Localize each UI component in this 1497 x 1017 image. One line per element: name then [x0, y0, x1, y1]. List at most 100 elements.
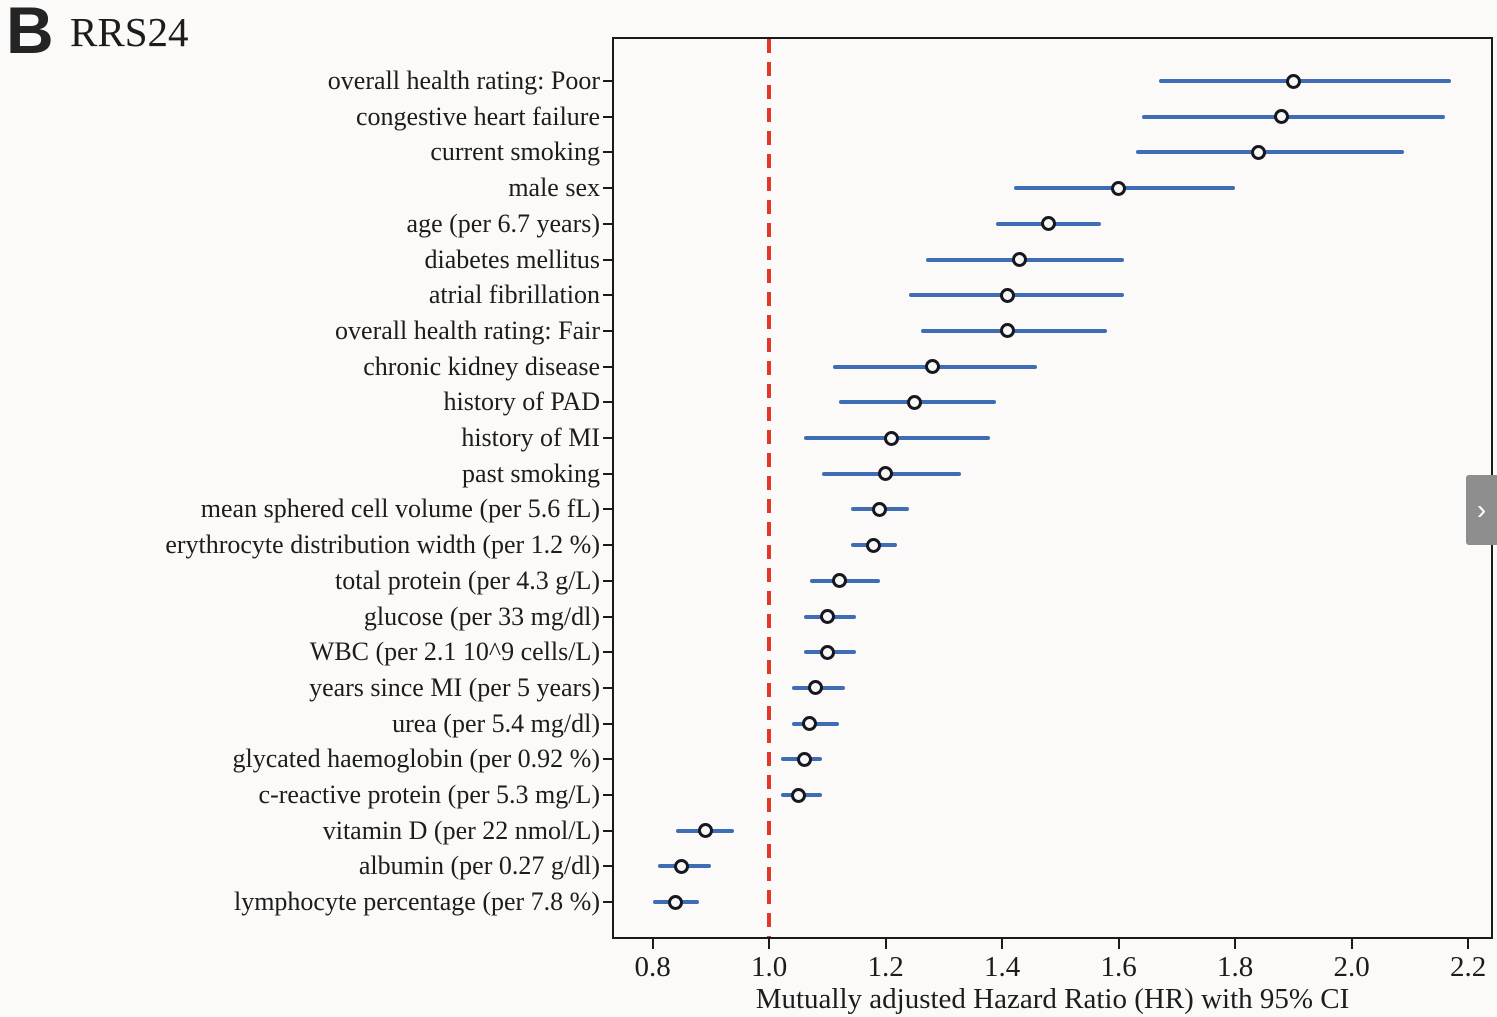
y-axis-tick — [603, 80, 612, 82]
x-axis-title: Mutually adjusted Hazard Ratio (HR) with… — [755, 983, 1350, 1015]
x-tick-label: 1.8 — [1216, 951, 1254, 983]
row-label: male sex — [508, 173, 600, 203]
y-axis-tick — [603, 401, 612, 404]
y-axis-tick — [603, 829, 612, 832]
y-axis-tick — [603, 222, 612, 225]
y-axis-tick — [603, 544, 612, 547]
y-axis-tick — [603, 901, 612, 904]
hazard-ratio-marker — [1041, 216, 1057, 232]
x-tick-label: 0.8 — [634, 951, 671, 983]
y-axis-tick — [603, 579, 612, 582]
hazard-ratio-marker — [1000, 287, 1016, 303]
confidence-interval-line — [908, 293, 1125, 298]
y-axis-tick — [603, 615, 612, 618]
y-axis-tick — [603, 187, 612, 190]
x-tick-label: 1.4 — [983, 951, 1021, 983]
hazard-ratio-marker — [831, 573, 847, 589]
hazard-ratio-marker — [866, 537, 882, 553]
row-label: glucose (per 33 mg/dl) — [363, 601, 600, 631]
hazard-ratio-marker — [907, 394, 923, 410]
panel-title: RRS24 — [70, 9, 189, 55]
row-label: WBC (per 2.1 10^9 cells/L) — [309, 637, 600, 667]
hazard-ratio-marker — [878, 466, 894, 482]
confidence-interval-line — [1159, 79, 1451, 83]
hazard-ratio-marker — [1111, 180, 1127, 196]
panel-letter: B — [6, 0, 54, 67]
row-label: current smoking — [430, 137, 600, 167]
hazard-ratio-marker — [790, 787, 806, 803]
y-axis-tick — [603, 508, 612, 511]
y-axis-tick — [603, 151, 612, 154]
hazard-ratio-marker — [1274, 109, 1290, 125]
x-tick-label: 1.0 — [750, 951, 788, 983]
row-label: atrial fibrillation — [428, 280, 600, 310]
row-label: history of PAD — [443, 387, 600, 417]
x-tick-label: 2.0 — [1333, 951, 1370, 983]
x-axis-tick — [1350, 939, 1353, 949]
row-label: lymphocyte percentage (per 7.8 %) — [233, 887, 600, 917]
row-label: overall health rating: Fair — [335, 315, 600, 345]
y-axis-tick — [603, 722, 612, 725]
hazard-ratio-marker — [1250, 144, 1266, 160]
hazard-ratio-marker — [668, 894, 684, 910]
hazard-ratio-marker — [802, 716, 818, 732]
hazard-ratio-marker — [872, 501, 888, 517]
hazard-ratio-marker — [808, 680, 824, 696]
hazard-ratio-marker — [924, 359, 940, 375]
hazard-ratio-marker — [796, 751, 812, 767]
row-label: past smoking — [462, 458, 600, 488]
hazard-ratio-marker — [883, 430, 899, 446]
hazard-ratio-marker — [674, 858, 690, 874]
hazard-ratio-marker — [1285, 73, 1301, 89]
row-label: overall health rating: Poor — [327, 66, 600, 95]
row-label: c-reactive protein (per 5.3 mg/L) — [258, 780, 600, 809]
x-tick-label: 1.6 — [1100, 951, 1137, 983]
reference-line — [767, 39, 772, 937]
hazard-ratio-marker — [1012, 252, 1028, 267]
y-axis-tick — [603, 686, 612, 689]
row-label: congestive heart failure — [356, 101, 600, 131]
row-label: vitamin D (per 22 nmol/L) — [322, 815, 600, 845]
hazard-ratio-marker — [819, 644, 835, 660]
x-axis-tick — [1117, 939, 1120, 949]
row-label: diabetes mellitus — [424, 244, 600, 274]
plot-area — [612, 37, 1493, 939]
confidence-interval-line — [1141, 114, 1445, 119]
x-axis-tick — [884, 939, 887, 949]
x-axis-tick — [651, 939, 654, 949]
y-axis-tick — [603, 294, 612, 297]
x-tick-label: 2.2 — [1449, 951, 1487, 983]
y-axis-tick — [603, 437, 612, 439]
y-axis-tick — [603, 115, 612, 118]
hazard-ratio-marker — [819, 609, 835, 624]
row-label: chronic kidney disease — [363, 351, 600, 381]
row-label: age (per 6.7 years) — [406, 208, 600, 238]
next-page-button[interactable]: › — [1466, 475, 1497, 545]
chevron-right-icon: › — [1476, 494, 1487, 525]
y-axis-tick — [603, 258, 612, 261]
x-axis-tick — [1001, 939, 1004, 949]
y-axis-tick — [603, 794, 612, 796]
x-axis-tick — [768, 939, 771, 949]
row-label: history of MI — [461, 423, 600, 452]
x-axis-tick — [1234, 939, 1237, 949]
y-axis-tick — [603, 865, 612, 868]
y-axis-tick — [603, 651, 612, 654]
row-label: albumin (per 0.27 g/dl) — [358, 851, 600, 881]
row-label: mean sphered cell volume (per 5.6 fL) — [200, 494, 600, 524]
y-axis-tick — [603, 365, 612, 368]
hazard-ratio-marker — [1000, 323, 1016, 339]
row-label: glycated haemoglobin (per 0.92 %) — [232, 744, 601, 774]
confidence-interval-line — [1136, 150, 1405, 155]
row-label: years since MI (per 5 years) — [309, 672, 600, 702]
row-label: total protein (per 4.3 g/L) — [335, 565, 600, 595]
y-axis-tick — [603, 329, 612, 332]
y-axis-tick — [603, 472, 612, 475]
hazard-ratio-marker — [697, 823, 713, 839]
row-label: erythrocyte distribution width (per 1.2 … — [165, 530, 600, 560]
y-axis-tick — [603, 758, 612, 761]
x-tick-label: 1.2 — [867, 951, 904, 983]
x-axis-tick — [1467, 939, 1470, 949]
row-label: urea (per 5.4 mg/dl) — [392, 708, 600, 738]
